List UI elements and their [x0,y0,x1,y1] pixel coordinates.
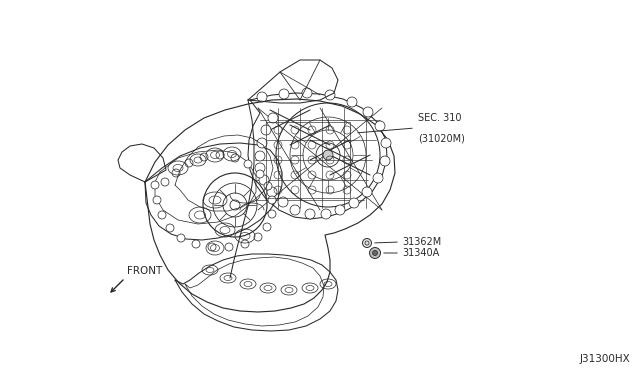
Text: FRONT: FRONT [127,266,163,276]
Circle shape [335,205,345,215]
Circle shape [362,187,372,197]
Circle shape [255,163,265,173]
Circle shape [369,247,381,259]
Circle shape [185,159,193,167]
Circle shape [225,243,233,251]
Circle shape [208,243,216,251]
Circle shape [349,198,359,208]
Circle shape [264,182,272,190]
Circle shape [257,138,267,148]
Circle shape [323,150,333,160]
Circle shape [259,175,269,185]
Circle shape [263,223,271,231]
Circle shape [216,151,224,159]
Text: 31340A: 31340A [402,248,439,258]
Circle shape [153,196,161,204]
Circle shape [380,156,390,166]
Circle shape [161,178,169,186]
Text: 31362M: 31362M [402,237,441,247]
Circle shape [373,173,383,183]
Circle shape [268,196,276,204]
Circle shape [166,224,174,232]
Circle shape [363,107,373,117]
Circle shape [268,210,276,218]
Circle shape [244,160,252,168]
Circle shape [257,92,267,102]
Circle shape [177,234,185,242]
Circle shape [325,90,335,100]
Circle shape [305,209,315,219]
Circle shape [268,113,278,123]
Circle shape [362,238,371,247]
Circle shape [231,154,239,162]
Circle shape [256,170,264,178]
Circle shape [158,211,166,219]
Circle shape [381,138,391,148]
Circle shape [200,153,208,161]
Circle shape [347,97,357,107]
Circle shape [302,88,312,98]
Circle shape [192,240,200,248]
Circle shape [172,169,180,177]
Circle shape [290,205,300,215]
Circle shape [151,181,159,189]
Text: (31020M): (31020M) [418,133,465,143]
Circle shape [372,250,378,256]
Circle shape [278,197,288,207]
Text: J31300HX: J31300HX [579,354,630,364]
Circle shape [321,209,331,219]
Circle shape [279,89,289,99]
Circle shape [241,240,249,248]
Circle shape [255,151,265,161]
Text: SEC. 310: SEC. 310 [418,113,461,123]
Circle shape [267,187,277,197]
Circle shape [375,121,385,131]
Circle shape [261,125,271,135]
Circle shape [254,233,262,241]
